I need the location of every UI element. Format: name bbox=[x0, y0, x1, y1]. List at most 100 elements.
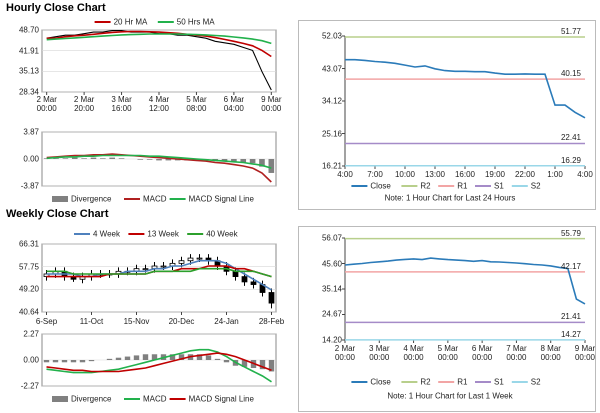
x-tick-label: 3 Mar 16:00 bbox=[111, 95, 132, 113]
legend-label: R1 bbox=[457, 181, 468, 191]
y-tick-label: 45.60 bbox=[321, 259, 342, 268]
bar bbox=[61, 360, 68, 363]
bar bbox=[268, 159, 275, 173]
level-label: 16.29 bbox=[560, 155, 581, 165]
x-tick-label: 19:00 bbox=[484, 170, 506, 179]
series-line bbox=[46, 30, 272, 58]
x-tick-label: 10:00 bbox=[394, 170, 416, 179]
y-tick-label: 34.12 bbox=[321, 96, 342, 106]
legend-label: R2 bbox=[420, 377, 431, 387]
bar bbox=[249, 159, 256, 164]
y-tick-label: 14.20 bbox=[321, 335, 342, 345]
bar bbox=[165, 159, 172, 161]
bar bbox=[151, 354, 158, 360]
candle-body bbox=[232, 270, 239, 278]
x-tick-label: 2 Mar 00:00 bbox=[334, 344, 356, 362]
y-tick-label: 0.00 bbox=[23, 355, 39, 365]
bar bbox=[43, 360, 50, 363]
x-tick-label: 1:00 bbox=[547, 170, 563, 179]
x-tick-label: 4 Mar 00:00 bbox=[403, 344, 424, 362]
x-tick-label: 15-Nov bbox=[123, 317, 150, 326]
legend-swatch bbox=[52, 396, 68, 402]
candle-body bbox=[250, 281, 257, 285]
bar bbox=[178, 354, 185, 360]
bar bbox=[241, 360, 248, 367]
y-tick-label: 56.07 bbox=[321, 233, 342, 243]
legend-label: Close bbox=[370, 181, 391, 191]
x-tick-label: 28-Feb bbox=[258, 317, 285, 326]
y-tick-label: 24.67 bbox=[321, 309, 342, 319]
series-line bbox=[46, 352, 272, 373]
bar bbox=[268, 360, 275, 372]
y-tick-label: -2.27 bbox=[20, 381, 39, 391]
candle-body bbox=[187, 257, 194, 262]
bar bbox=[214, 358, 221, 360]
panel-frame bbox=[298, 20, 596, 210]
x-tick-label: 2 Mar 20:00 bbox=[73, 95, 95, 113]
bar bbox=[205, 355, 212, 360]
y-tick-label: 25.16 bbox=[321, 129, 342, 139]
bar bbox=[124, 356, 131, 360]
bar bbox=[221, 159, 228, 162]
y-tick-label: 49.20 bbox=[18, 284, 39, 294]
bar bbox=[146, 159, 153, 160]
legend-label: MACD bbox=[143, 394, 167, 404]
y-tick-label: 2.27 bbox=[23, 329, 39, 339]
y-tick-label: 28.34 bbox=[18, 87, 39, 97]
bar bbox=[106, 358, 113, 360]
series-line bbox=[345, 58, 586, 119]
series-line bbox=[46, 153, 272, 183]
x-tick-label: 5 Mar 08:00 bbox=[186, 95, 207, 113]
x-tick-label: 6 Mar 04:00 bbox=[223, 95, 245, 113]
chart-note: Note: 1 Hour Chart for Last 1 Week bbox=[387, 391, 513, 401]
legend-label: S1 bbox=[494, 377, 504, 387]
plot-frame bbox=[41, 29, 277, 93]
level-label: 42.17 bbox=[560, 261, 581, 271]
y-tick-label: 40.64 bbox=[18, 307, 39, 317]
bar bbox=[231, 159, 237, 162]
bar bbox=[118, 158, 125, 159]
bar bbox=[259, 159, 265, 167]
legend-label: R2 bbox=[420, 181, 431, 191]
x-tick-label: 6-Sep bbox=[35, 317, 58, 326]
x-tick-label: 11-Oct bbox=[79, 317, 104, 326]
bar bbox=[53, 158, 59, 159]
x-tick-label: 2 Mar 00:00 bbox=[36, 95, 57, 113]
candle-body bbox=[268, 292, 275, 304]
legend-label: Close bbox=[370, 377, 391, 387]
x-tick-label: 7 Mar 00:00 bbox=[506, 344, 527, 362]
bar bbox=[133, 355, 140, 360]
y-tick-label: 35.14 bbox=[321, 284, 342, 294]
candle-body bbox=[142, 268, 149, 271]
bar bbox=[156, 159, 162, 161]
section-title: Weekly Close Chart bbox=[6, 208, 109, 220]
x-tick-label: 9 Mar 00:00 bbox=[261, 95, 282, 113]
x-tick-label: 4:00 bbox=[337, 170, 353, 179]
candle-body bbox=[178, 260, 185, 264]
panel-frame bbox=[298, 226, 596, 412]
level-label: 14.27 bbox=[560, 329, 581, 339]
x-tick-label: 9 Mar 00:00 bbox=[574, 344, 596, 362]
x-tick-label: 20-Dec bbox=[168, 317, 195, 326]
bar bbox=[137, 159, 144, 160]
series-line bbox=[46, 348, 272, 383]
bar bbox=[90, 157, 97, 159]
series-line bbox=[46, 267, 272, 278]
bar bbox=[52, 360, 59, 363]
bar bbox=[70, 360, 77, 363]
bar bbox=[240, 159, 247, 163]
candle-body bbox=[241, 276, 248, 283]
y-tick-label: 41.91 bbox=[18, 46, 39, 56]
legend-label: 50 Hrs MA bbox=[176, 17, 215, 27]
bar bbox=[62, 158, 69, 159]
y-tick-label: 3.87 bbox=[23, 127, 39, 137]
legend-label: 40 Week bbox=[206, 229, 238, 239]
y-tick-label: 52.03 bbox=[321, 31, 342, 41]
x-tick-label: 13:00 bbox=[424, 170, 446, 179]
legend-swatch bbox=[52, 196, 68, 202]
level-label: 21.41 bbox=[560, 312, 581, 322]
bar bbox=[88, 360, 95, 362]
legend-label: MACD bbox=[143, 194, 167, 204]
